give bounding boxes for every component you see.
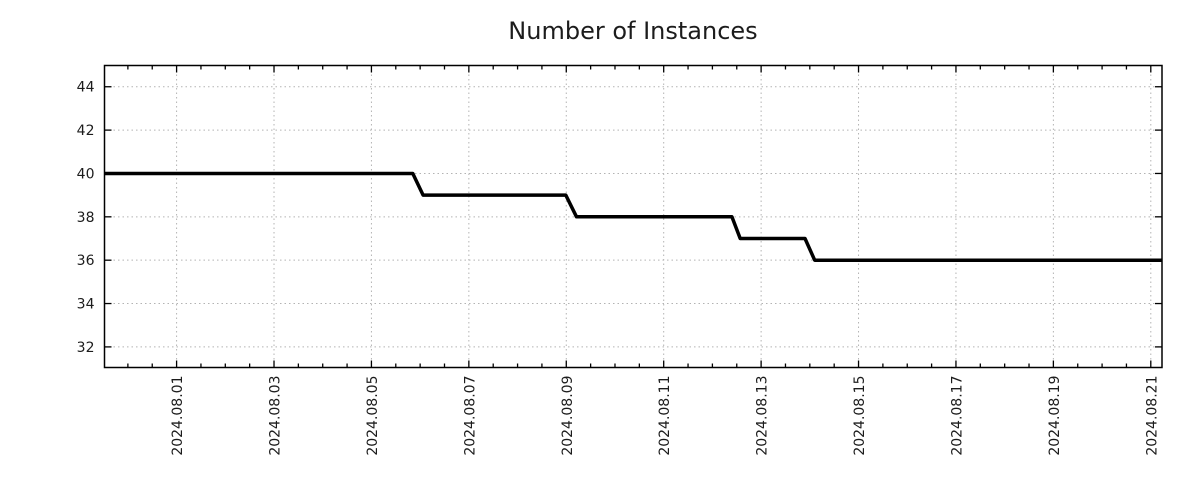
- y-tick-label: 36: [77, 253, 95, 269]
- x-tick-label: 2024.08.13: [755, 376, 771, 456]
- x-tick-label: 2024.08.17: [949, 376, 965, 456]
- x-tick-label: 2024.08.01: [170, 376, 186, 456]
- x-tick-label: 2024.08.21: [1144, 376, 1160, 456]
- y-tick-label: 40: [77, 166, 95, 182]
- label-layer: 32 34 36 38 40 42 44 2024.08.01 2024.08.03 2024.0…: [77, 80, 1161, 456]
- y-tick-label: 44: [77, 80, 95, 96]
- y-tick-label: 32: [77, 340, 95, 356]
- tick-layer: [104, 65, 1162, 368]
- x-tick-label: 2024.08.07: [462, 376, 478, 456]
- x-tick-label: 2024.08.11: [657, 376, 673, 456]
- x-tick-label: 2024.08.15: [852, 376, 868, 456]
- series-layer: [104, 171, 1162, 262]
- x-tick-label: 2024.08.19: [1047, 376, 1063, 456]
- x-tick-label: 2024.08.03: [268, 376, 284, 456]
- x-tick-label: 2024.08.05: [365, 376, 381, 456]
- y-tick-label: 42: [77, 123, 95, 139]
- chart-title: Number of Instances: [508, 17, 757, 45]
- y-tick-label: 38: [77, 210, 95, 226]
- data-series-line: [104, 171, 1162, 262]
- y-tick-label: 34: [77, 297, 95, 313]
- grid-layer: [104, 65, 1162, 368]
- x-tick-label: 2024.08.09: [560, 376, 576, 456]
